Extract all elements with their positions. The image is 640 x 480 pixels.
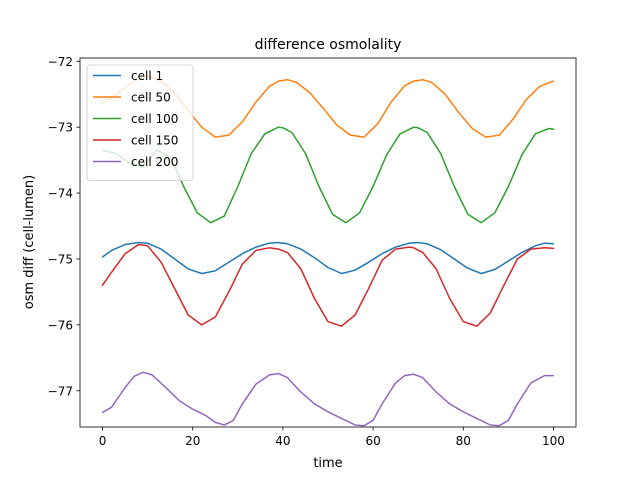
y-tick-label: −72 (48, 55, 73, 69)
legend-label-1: cell 1 (131, 69, 163, 83)
y-tick-label: −75 (48, 252, 73, 266)
series-line-4 (101, 243, 555, 327)
y-tick-label: −77 (48, 384, 73, 398)
legend-label-5: cell 200 (131, 155, 178, 169)
x-tick-label: 80 (456, 434, 471, 448)
x-axis-label: time (313, 456, 342, 471)
axes: 0 20 40 60 80 100 −72 −73 −74 −75 −76 −77 (48, 55, 577, 448)
series-line-3 (101, 126, 555, 224)
chart-title: difference osmolality (255, 37, 402, 53)
legend-label-4: cell 150 (131, 134, 178, 148)
x-tick-label: 100 (542, 434, 565, 448)
plot-frame (79, 57, 577, 428)
x-tick-label: 60 (365, 434, 380, 448)
x-tick-label: 40 (275, 434, 290, 448)
legend: cell 1 cell 50 cell 100 cell 150 cell 200 (86, 64, 194, 181)
y-tick-label: −76 (48, 318, 73, 332)
y-tick-label: −74 (48, 187, 73, 201)
legend-label-2: cell 50 (131, 91, 171, 105)
y-tick-label: −73 (48, 121, 73, 135)
legend-label-3: cell 100 (131, 112, 178, 126)
legend-box (86, 64, 194, 181)
x-tick-label: 0 (99, 434, 107, 448)
x-tick-label: 20 (185, 434, 200, 448)
series-line-5 (101, 371, 555, 427)
y-axis-label: osm diff (cell-lumen) (22, 175, 37, 309)
series-line-1 (101, 241, 555, 275)
